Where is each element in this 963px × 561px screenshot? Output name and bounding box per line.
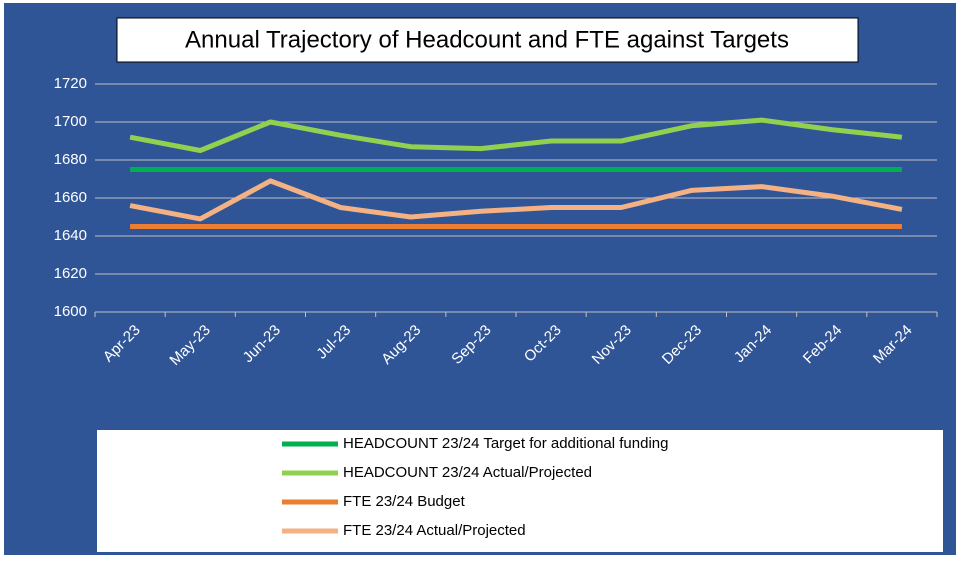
legend-label: FTE 23/24 Budget <box>343 493 466 510</box>
y-tick-label: 1700 <box>54 113 87 130</box>
y-tick-label: 1640 <box>54 227 87 244</box>
y-tick-label: 1680 <box>54 151 87 168</box>
legend-label: FTE 23/24 Actual/Projected <box>343 522 526 539</box>
y-tick-label: 1600 <box>54 303 87 320</box>
y-tick-label: 1660 <box>54 189 87 206</box>
legend-label: HEADCOUNT 23/24 Target for additional fu… <box>343 435 668 452</box>
y-tick-label: 1620 <box>54 265 87 282</box>
y-tick-label: 1720 <box>54 75 87 92</box>
legend-box <box>97 430 943 552</box>
series-line <box>129 178 903 222</box>
chart-title: Annual Trajectory of Headcount and FTE a… <box>185 26 789 53</box>
legend-label: HEADCOUNT 23/24 Actual/Projected <box>343 464 592 481</box>
title-box <box>116 17 859 63</box>
series-line <box>129 117 903 153</box>
